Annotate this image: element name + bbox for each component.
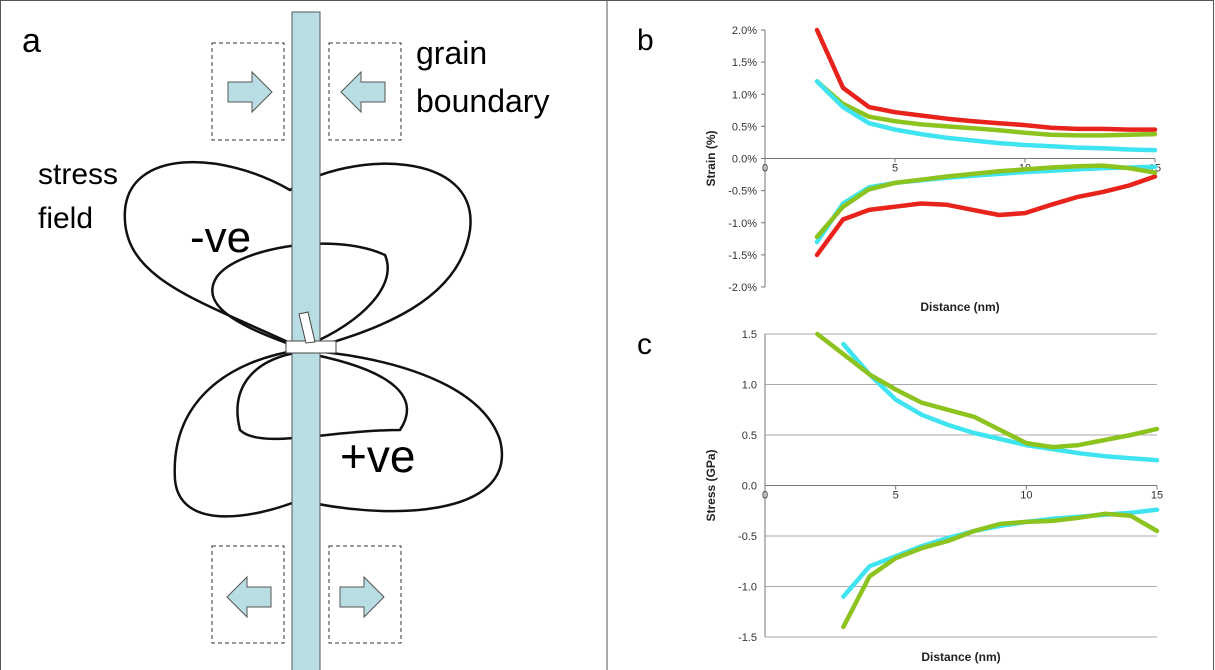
y-axis-label: Stress (GPa) [704,449,718,521]
y-tick-label: -1.5% [728,250,757,262]
negative-label: -ve [190,213,251,262]
series-line [814,27,1158,132]
x-tick-label: 15 [1151,490,1163,502]
x-tick-label: 5 [893,490,899,502]
arrow [226,575,272,619]
y-tick-label: 0.5% [732,121,757,133]
y-tick-label: 0.0% [732,154,757,166]
series-line [841,341,1160,463]
box [328,545,402,644]
upper-outer-lobe [123,160,472,352]
y-tick-label: -2.0% [728,282,757,294]
y-tick-label: 1.0 [742,380,757,392]
y-tick-label: -1.5 [738,632,757,644]
series-line [814,163,1158,240]
arrow [339,575,385,619]
series-line [815,331,1160,450]
lower-outer-lobe [173,348,504,518]
dislocation [285,311,337,354]
x-tick-label: 5 [892,163,898,175]
y-tick-label: 1.5% [732,57,757,69]
y-tick-label: -0.5% [728,186,757,198]
y-tick-label: 1.5 [742,329,757,341]
field-label: field [38,202,93,235]
series-line [841,511,1160,630]
panel-label: c [637,328,652,361]
box [211,42,285,141]
y-tick-label: -0.5 [738,531,757,543]
box [328,42,402,141]
y-tick-label: 2.0% [732,25,757,37]
y-tick-label: -1.0 [738,582,757,594]
lower-inner-lobe [236,350,409,441]
x-axis-label: Distance (nm) [920,300,999,314]
x-tick-label: 0 [762,163,768,175]
dislocation-stem [298,311,316,344]
y-tick-label: 0.0 [742,481,757,493]
panel-label: b [637,24,654,57]
arrows [226,70,386,619]
y-axis-label: Strain (%) [704,130,718,186]
boundary-label: grain [416,35,487,71]
y-tick-label: 0.5 [742,430,757,442]
series-line [814,164,1158,245]
positive-label: +ve [340,430,415,482]
y-tick-label: -1.0% [728,218,757,230]
series-line [814,79,1158,138]
boxes [211,42,402,644]
field-label: stress [38,158,118,191]
box [211,545,285,644]
x-axis-label: Distance (nm) [921,650,1000,664]
x-tick-label: 0 [762,490,768,502]
boundary-label: boundary [416,83,549,119]
panel-label: a [22,22,41,60]
y-tick-label: 1.0% [732,89,757,101]
arrow [227,70,273,114]
arrow [340,70,386,114]
x-tick-label: 10 [1020,490,1032,502]
series-line [814,79,1158,153]
series-line [814,174,1158,258]
